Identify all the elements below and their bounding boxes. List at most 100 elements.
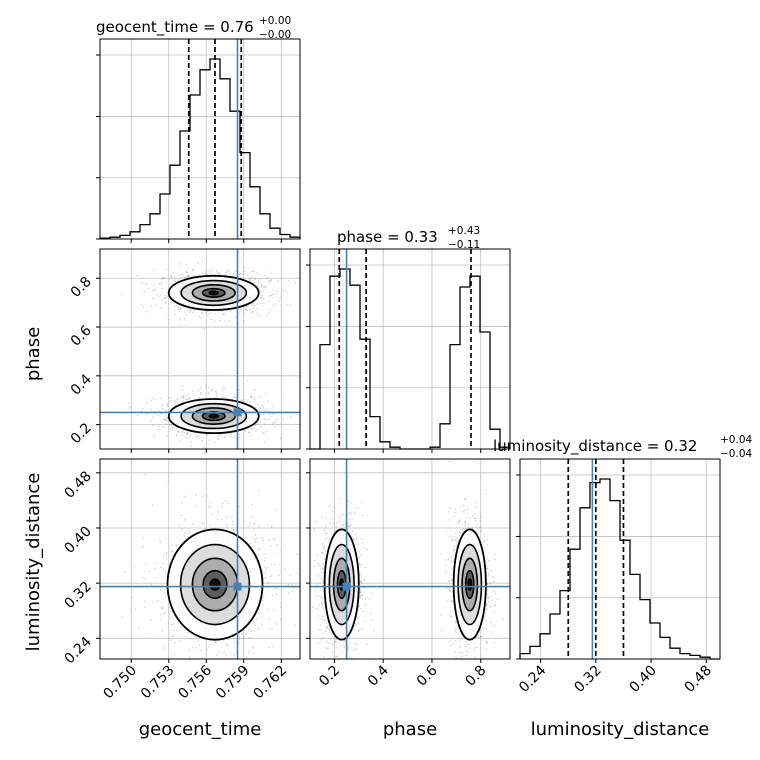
sample-point — [366, 643, 368, 646]
sample-point — [262, 413, 265, 416]
sample-point — [349, 641, 351, 644]
sample-point — [223, 312, 225, 315]
sample-point — [218, 319, 221, 322]
sample-point — [361, 563, 363, 566]
sample-point — [474, 512, 476, 515]
sample-point — [253, 522, 255, 525]
sample-point — [267, 646, 270, 649]
sample-point — [320, 617, 322, 620]
sample-point — [182, 395, 185, 397]
sample-point — [455, 532, 457, 534]
sample-point — [332, 506, 335, 508]
sample-point — [274, 303, 277, 305]
sample-point — [186, 631, 188, 634]
sample-point — [361, 538, 363, 540]
sample-point — [274, 587, 276, 590]
sample-point — [201, 272, 204, 274]
sample-point — [166, 557, 168, 560]
sample-point — [226, 516, 228, 519]
x-tick-label: 0.750 — [100, 663, 140, 703]
sample-point — [205, 272, 207, 274]
sample-point — [485, 605, 487, 607]
sample-point — [305, 511, 307, 513]
sample-point — [359, 596, 362, 598]
sample-point — [221, 518, 223, 521]
sample-point — [286, 304, 288, 306]
sample-point — [470, 690, 472, 692]
sample-point — [153, 269, 156, 271]
sample-point — [258, 489, 260, 492]
sample-point — [207, 273, 209, 275]
sample-point — [242, 319, 245, 322]
sample-point — [197, 435, 199, 437]
sample-point — [187, 275, 189, 278]
sample-point — [127, 402, 130, 405]
sample-point — [473, 517, 475, 519]
sample-point — [359, 589, 361, 592]
sample-point — [162, 408, 164, 410]
sample-point — [186, 267, 189, 270]
sample-point — [331, 510, 333, 513]
sample-point — [263, 302, 265, 305]
sample-point — [469, 648, 471, 650]
sample-point — [234, 437, 237, 440]
sample-point — [355, 548, 358, 551]
sample-point — [228, 435, 231, 438]
sample-point — [254, 534, 257, 536]
sample-point — [203, 393, 205, 395]
sample-point — [170, 277, 173, 279]
sample-point — [176, 398, 179, 401]
sample-point — [268, 418, 270, 420]
sample-point — [319, 624, 322, 627]
sample-point — [316, 554, 318, 556]
sample-point — [444, 572, 446, 575]
sample-point — [188, 436, 191, 439]
sample-point — [172, 271, 174, 274]
sample-point — [274, 552, 276, 555]
title-geocent-time-minus: −0.00 — [259, 29, 291, 41]
sample-point — [450, 621, 452, 623]
sample-point — [209, 270, 211, 273]
sample-point — [198, 316, 200, 318]
sample-point — [238, 388, 240, 391]
sample-point — [189, 311, 191, 313]
sample-point — [162, 554, 165, 557]
sample-point — [217, 436, 219, 439]
sample-point — [209, 318, 211, 320]
sample-point — [179, 440, 181, 443]
sample-point — [162, 276, 164, 279]
sample-point — [157, 296, 160, 298]
sample-point — [181, 528, 183, 531]
sample-point — [322, 542, 324, 545]
sample-point — [485, 602, 488, 605]
sample-point — [174, 400, 176, 402]
sample-point — [173, 280, 175, 282]
sample-point — [164, 612, 166, 614]
sample-point — [181, 401, 184, 403]
sample-point — [197, 397, 199, 399]
sample-point — [166, 404, 169, 406]
sample-point — [260, 283, 263, 286]
sample-point — [349, 502, 352, 504]
sample-point — [254, 277, 257, 280]
sample-point — [165, 409, 167, 412]
sample-point — [146, 310, 148, 313]
title-phase-minus: −0.11 — [448, 239, 480, 251]
sample-point — [479, 520, 482, 522]
sample-point — [160, 589, 162, 591]
sample-point — [461, 651, 463, 654]
sample-point — [252, 646, 254, 649]
sample-point — [294, 281, 297, 284]
sample-point — [200, 317, 203, 320]
sample-point — [253, 528, 256, 531]
sample-point — [170, 275, 173, 278]
sample-point — [497, 598, 499, 600]
sample-point — [315, 584, 318, 586]
sample-point — [256, 403, 259, 405]
sample-point — [164, 297, 167, 299]
sample-point — [189, 440, 192, 443]
sample-point — [184, 532, 186, 535]
sample-point — [201, 312, 203, 314]
sample-point — [326, 625, 329, 627]
sample-point — [334, 640, 337, 643]
